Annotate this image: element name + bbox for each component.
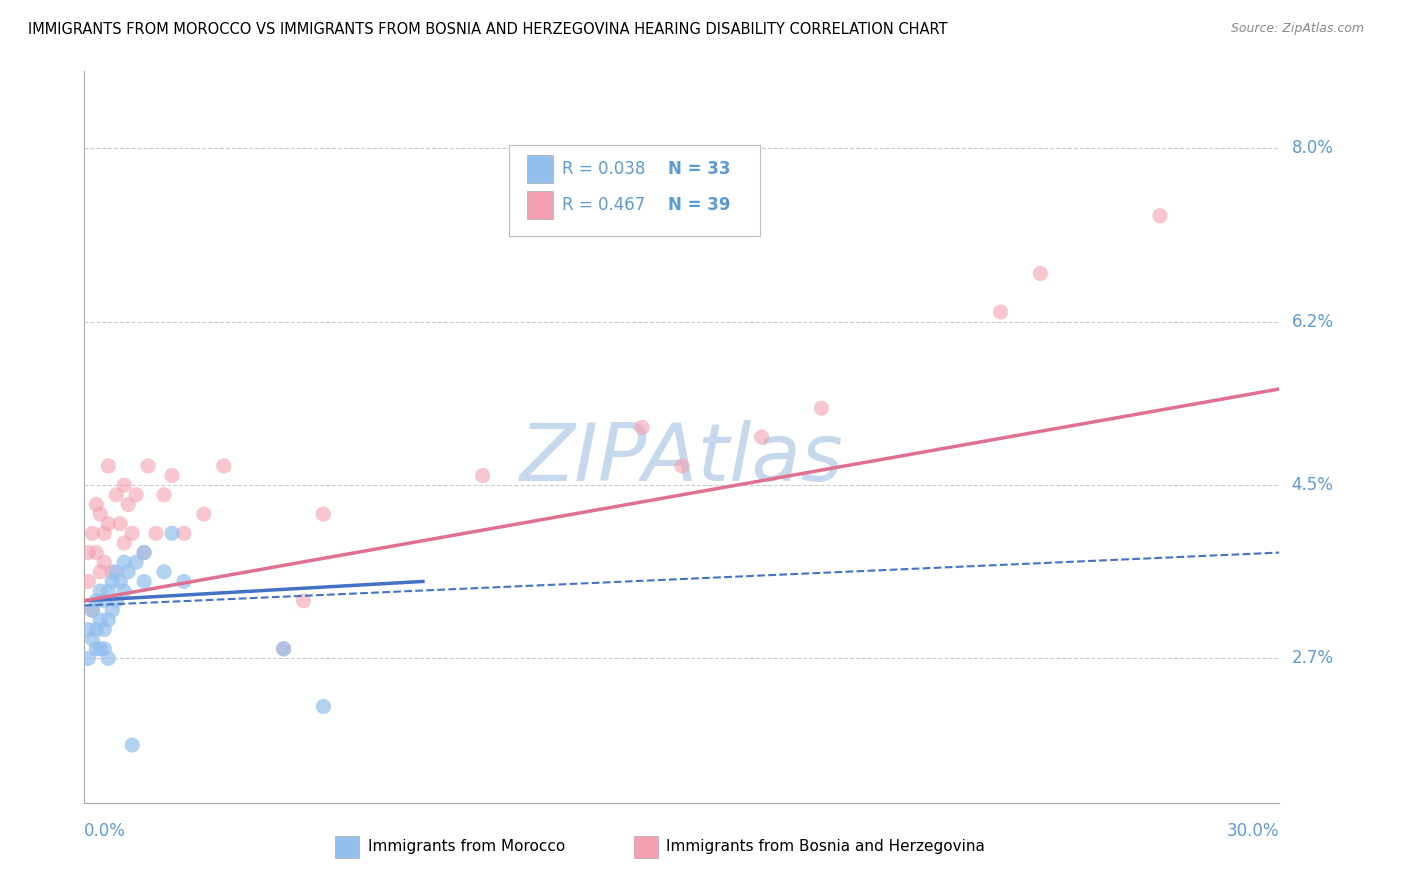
Point [105,565,128,579]
Point [312,507,335,521]
Point [125,488,148,502]
Point [82,632,104,647]
Text: IMMIGRANTS FROM MOROCCO VS IMMIGRANTS FROM BOSNIA AND HERZEGOVINA HEARING DISABI: IMMIGRANTS FROM MOROCCO VS IMMIGRANTS FR… [28,22,948,37]
Point [273,641,295,656]
Point [101,603,124,617]
Point [105,488,128,502]
Point [631,420,654,434]
Text: 30.0%: 30.0% [1227,822,1279,840]
Text: Immigrants from Bosnia and Herzegovina: Immigrants from Bosnia and Herzegovina [666,839,986,855]
Point [1149,209,1171,223]
Text: N = 39: N = 39 [668,196,730,214]
FancyBboxPatch shape [509,145,759,235]
Point [89,507,111,521]
Point [112,478,135,492]
Point [82,603,104,617]
Point [89,565,111,579]
Point [97,458,120,473]
Point [117,498,139,512]
Point [292,593,315,607]
Point [86,623,108,637]
Point [89,584,111,599]
Point [105,593,128,607]
Point [193,507,215,521]
Point [471,468,494,483]
Text: 8.0%: 8.0% [1292,139,1333,157]
Point [145,526,167,541]
Point [125,555,148,569]
Point [160,468,183,483]
Point [101,574,124,589]
Point [132,545,156,559]
Point [160,526,183,541]
Point [86,498,108,512]
Point [93,555,115,569]
Point [82,603,104,617]
Point [97,584,120,599]
Point [112,536,135,550]
Text: R = 0.038: R = 0.038 [562,160,645,178]
FancyBboxPatch shape [527,191,553,219]
Point [101,565,124,579]
Point [117,565,139,579]
FancyBboxPatch shape [336,836,360,858]
Point [97,651,120,665]
Point [86,545,108,559]
Point [132,545,156,559]
Point [97,613,120,627]
Text: R = 0.467: R = 0.467 [562,196,645,214]
Point [93,526,115,541]
Point [212,458,235,473]
Point [93,593,115,607]
Point [273,641,295,656]
Point [86,641,108,656]
Point [810,401,832,416]
Point [93,641,115,656]
Point [82,526,104,541]
Point [93,623,115,637]
Point [112,555,135,569]
Point [89,641,111,656]
Text: 2.7%: 2.7% [1292,649,1333,667]
Point [97,516,120,531]
Point [77,574,100,589]
Point [77,651,100,665]
Point [86,593,108,607]
Text: 4.5%: 4.5% [1292,476,1333,494]
Point [121,738,143,752]
Point [77,545,100,559]
Point [173,526,195,541]
Point [671,458,693,473]
Point [136,458,159,473]
Text: Source: ZipAtlas.com: Source: ZipAtlas.com [1230,22,1364,36]
Point [153,565,176,579]
Point [312,699,335,714]
Point [112,584,135,599]
Point [751,430,773,444]
FancyBboxPatch shape [634,836,658,858]
Point [153,488,176,502]
Text: 6.2%: 6.2% [1292,312,1333,331]
Point [990,305,1012,319]
Point [132,574,156,589]
Text: N = 33: N = 33 [668,160,730,178]
Point [89,613,111,627]
Point [110,516,132,531]
Point [173,574,195,589]
Point [77,623,100,637]
FancyBboxPatch shape [527,154,553,183]
Point [110,574,132,589]
Text: 0.0%: 0.0% [84,822,127,840]
Text: Immigrants from Morocco: Immigrants from Morocco [367,839,565,855]
Point [121,526,143,541]
Point [1029,267,1052,281]
Text: ZIPAtlas: ZIPAtlas [520,420,844,498]
